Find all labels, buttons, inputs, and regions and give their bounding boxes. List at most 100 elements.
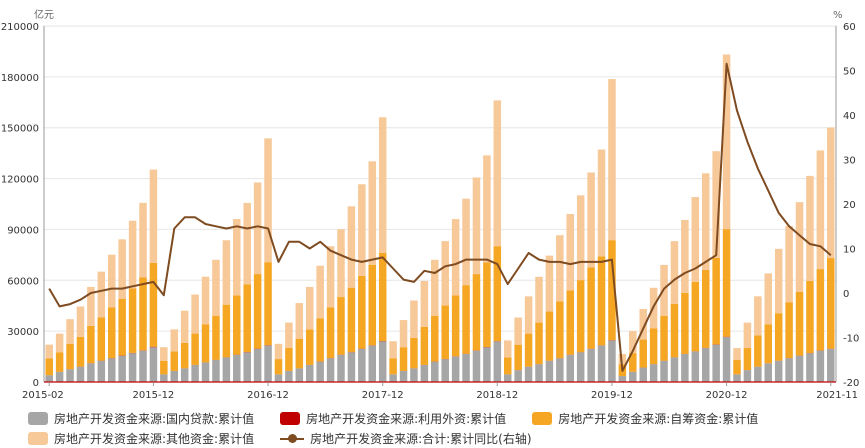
x-tick-label: 2019-12 (591, 390, 633, 400)
legend-swatch-total-yoy (280, 432, 305, 445)
bar-segment-2 (274, 359, 283, 375)
bar-segment-3 (806, 175, 814, 281)
legend-label-other-funds: 房地产开发资金来源:其他资金:累计值 (54, 431, 255, 446)
bar-segment-0 (722, 337, 731, 382)
bar-segment-3 (76, 306, 85, 337)
bar-segment-0 (389, 374, 397, 382)
bar-segment-0 (608, 340, 616, 382)
bar-segment-2 (222, 304, 231, 358)
bar-segment-0 (691, 351, 700, 382)
bar-segment-2 (608, 240, 616, 341)
legend-item-self-raised: 房地产开发资金来源:自筹资金:累计值 (532, 410, 758, 427)
bar-segment-0 (514, 370, 522, 382)
bar-segment-0 (264, 345, 272, 382)
bar-segment-2 (587, 267, 595, 349)
bar-segment-3 (556, 235, 564, 302)
bar-segment-0 (118, 355, 126, 382)
bar-segment-0 (649, 364, 658, 382)
bar-segment-3 (285, 322, 293, 349)
bar-segment-0 (681, 354, 689, 382)
bar-segment-3 (295, 303, 304, 339)
bar-segment-0 (347, 352, 356, 382)
bar-segment-0 (451, 356, 460, 382)
bar-segment-3 (827, 127, 835, 259)
bar-segment-0 (149, 347, 158, 382)
bar-segment-2 (295, 338, 304, 369)
bar-segment-3 (576, 195, 585, 281)
bar-segment-2 (337, 297, 345, 355)
bar-segment-3 (733, 348, 741, 360)
bar-segment-0 (712, 344, 720, 382)
bar-segment-0 (639, 367, 647, 382)
legend-label-foreign-capital: 房地产开发资金来源:利用外资:累计值 (306, 411, 507, 426)
bar-segment-0 (827, 348, 835, 382)
bar-segment-3 (274, 343, 283, 360)
bar-segment-0 (316, 361, 324, 382)
bar-segment-0 (243, 352, 251, 382)
bar-segment-0 (545, 360, 554, 382)
x-tick-label: 2017-12 (362, 390, 404, 400)
bar-segment-0 (87, 363, 95, 382)
bar-series (45, 54, 835, 382)
bar-segment-2 (649, 328, 658, 365)
yoy-line (48, 62, 832, 372)
legend-swatch-other-funds (28, 431, 48, 445)
bar-segment-3 (691, 197, 700, 282)
right-axis-unit: % (833, 10, 843, 21)
left-tick-label: 210000 (1, 22, 39, 33)
right-tick-label: 60 (843, 22, 856, 33)
bar-segment-3 (305, 286, 314, 330)
right-tick-label: 40 (843, 111, 856, 122)
bar-segment-3 (722, 54, 731, 230)
bar-segment-3 (566, 214, 575, 291)
bar-segment-3 (514, 317, 522, 345)
bar-segment-0 (576, 352, 585, 382)
bar-segment-3 (316, 265, 324, 319)
bar-segment-2 (670, 303, 679, 358)
bar-segment-2 (368, 264, 377, 346)
bar-segment-0 (472, 350, 481, 382)
bar-segment-0 (305, 365, 314, 382)
bar-segment-0 (587, 348, 595, 382)
bar-segment-2 (785, 302, 793, 359)
bar-segment-3 (431, 259, 439, 316)
legend-row-1: 房地产开发资金来源:国内贷款:累计值 房地产开发资金来源:利用外资:累计值 房地… (28, 408, 858, 428)
bar-segment-0 (76, 366, 85, 382)
bar-segment-3 (545, 255, 554, 312)
x-tick-label: 2016-12 (247, 390, 289, 400)
bar-segment-3 (243, 202, 251, 285)
bar-segment-3 (191, 294, 199, 334)
bar-segment-2 (712, 258, 720, 345)
bar-segment-0 (493, 341, 502, 382)
bar-segment-2 (170, 351, 179, 371)
bar-segment-3 (608, 79, 616, 241)
bar-segment-2 (660, 315, 668, 361)
x-tick-label: 2020-12 (706, 390, 748, 400)
bar-segment-2 (378, 252, 387, 342)
bar-segment-2 (128, 288, 137, 353)
legend-item-domestic-loans: 房地产开发资金来源:国内贷款:累计值 (28, 410, 254, 427)
legend-swatch-foreign-capital (280, 411, 301, 425)
bar-segment-3 (483, 155, 491, 263)
bar-segment-2 (149, 262, 158, 347)
bar-segment-2 (754, 335, 762, 367)
bar-segment-3 (139, 202, 147, 278)
bar-segment-2 (66, 343, 74, 370)
left-tick-label: 180000 (1, 73, 39, 84)
bar-segment-3 (97, 271, 106, 318)
bar-segment-3 (785, 225, 793, 303)
bar-segment-3 (264, 138, 272, 263)
bar-segment-2 (389, 358, 397, 375)
bar-segment-2 (253, 274, 262, 349)
bar-segment-2 (827, 258, 835, 349)
bar-segment-3 (774, 248, 783, 314)
left-tick-label: 30000 (7, 327, 39, 338)
bar-segment-3 (420, 281, 429, 327)
bar-segment-2 (556, 301, 564, 359)
bar-segment-3 (816, 150, 825, 270)
bar-segment-2 (451, 295, 460, 357)
bar-segment-2 (524, 333, 533, 367)
x-tick-label: 2015-02 (22, 390, 64, 400)
bar-segment-2 (639, 339, 647, 368)
bar-segment-3 (670, 241, 679, 304)
